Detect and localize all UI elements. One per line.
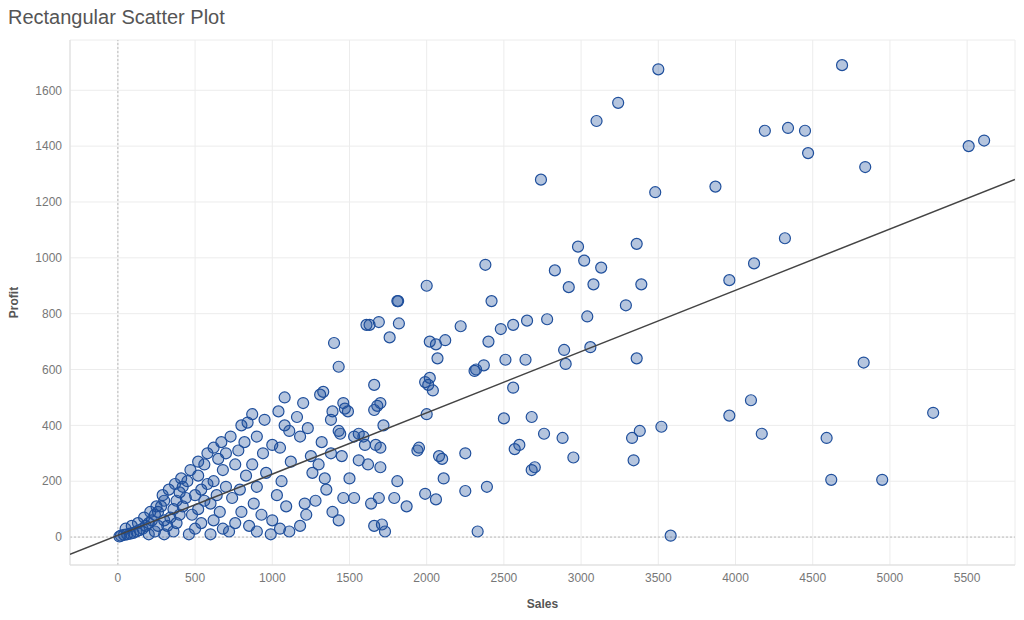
html-text:Rectangular Scatter Plot: Rectangular Scatter Plot <box>8 6 225 28</box>
svg-text:800: 800 <box>42 307 62 321</box>
svg-text:400: 400 <box>42 419 62 433</box>
svg-text:0: 0 <box>115 571 122 585</box>
svg-text:3000: 3000 <box>568 571 595 585</box>
svg-text:5000: 5000 <box>877 571 904 585</box>
svg-text:Profit: Profit <box>8 287 21 318</box>
svg-text:2000: 2000 <box>413 571 440 585</box>
svg-text:600: 600 <box>42 363 62 377</box>
svg-text:1000: 1000 <box>259 571 286 585</box>
svg-text:1000: 1000 <box>35 251 62 265</box>
svg-text:3500: 3500 <box>645 571 672 585</box>
svg-text:500: 500 <box>185 571 205 585</box>
svg-text:1400: 1400 <box>35 139 62 153</box>
svg-text:0: 0 <box>55 530 62 544</box>
svg-text:4000: 4000 <box>722 571 749 585</box>
svg-text:2500: 2500 <box>491 571 518 585</box>
svg-text:1200: 1200 <box>35 195 62 209</box>
svg-text:1500: 1500 <box>336 571 363 585</box>
svg-text:200: 200 <box>42 474 62 488</box>
svg-text:5500: 5500 <box>954 571 981 585</box>
svg-text:4500: 4500 <box>799 571 826 585</box>
svg-text:1600: 1600 <box>35 84 62 98</box>
svg-text:Sales: Sales <box>527 597 559 611</box>
